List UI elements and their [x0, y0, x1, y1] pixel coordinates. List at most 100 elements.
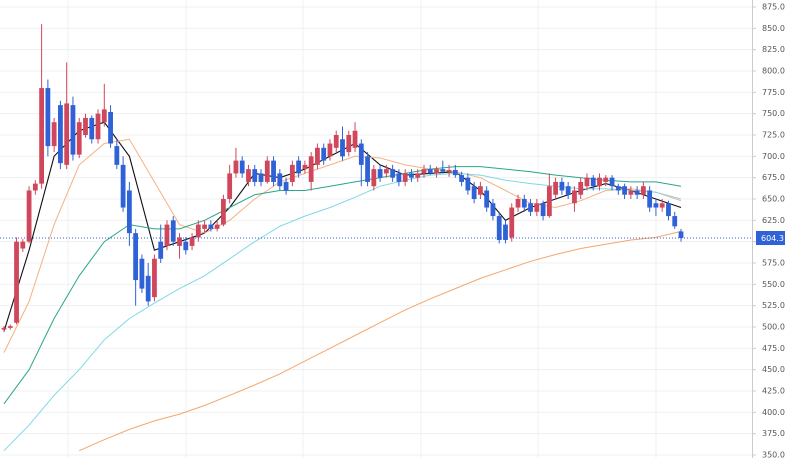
candle-body — [20, 241, 26, 249]
candle-body — [177, 237, 182, 246]
candle-body — [622, 186, 627, 195]
candle-body — [120, 164, 126, 208]
candle-body — [672, 216, 678, 227]
candle-body — [152, 258, 157, 298]
candle-body — [509, 207, 515, 238]
candle-body — [578, 181, 584, 195]
lines — [3, 121, 682, 452]
y-tick-label: 400.0 — [762, 408, 785, 417]
candle-body — [264, 160, 270, 182]
candle-body — [114, 146, 120, 165]
y-tick-label: 700.0 — [762, 152, 785, 161]
candle-body — [45, 88, 51, 147]
candle-body — [678, 231, 684, 239]
candle-body — [390, 169, 396, 178]
candle-body — [402, 173, 408, 182]
candle-body — [515, 199, 521, 208]
candle-body — [484, 190, 490, 208]
candle-body — [358, 143, 364, 165]
candle-body — [640, 186, 646, 195]
candle-body — [321, 147, 327, 161]
candle-body — [584, 177, 590, 187]
candle-body — [615, 186, 621, 191]
candle-body — [189, 237, 195, 246]
y-tick-label: 875.0 — [762, 2, 785, 11]
candle-body — [133, 233, 139, 281]
candle-body — [553, 181, 559, 195]
candle-body — [158, 241, 164, 259]
candle-body — [195, 224, 201, 238]
candle-body — [220, 199, 226, 225]
candle-body — [427, 169, 433, 174]
candle-body — [76, 122, 82, 155]
candle-body — [559, 181, 565, 191]
candle-body — [258, 173, 264, 182]
candle-body — [202, 224, 207, 229]
candle-body — [647, 190, 653, 208]
y-tick-label: 575.0 — [762, 259, 785, 268]
moving-average-line — [3, 172, 682, 452]
candle-body — [540, 203, 546, 217]
y-tick-label: 650.0 — [762, 195, 785, 204]
candle-body — [415, 173, 421, 178]
candle-body — [227, 173, 233, 200]
candle-body — [296, 160, 302, 174]
candle-body — [609, 177, 615, 187]
candle-body — [446, 169, 452, 172]
candle-body — [32, 183, 38, 191]
candle-body — [352, 130, 358, 148]
candle-body — [465, 177, 471, 191]
candle-body — [170, 220, 176, 242]
candle-body — [496, 216, 502, 240]
candle-body — [634, 190, 640, 195]
last-price-label: 604.3 — [761, 234, 784, 243]
candle-body — [333, 135, 339, 148]
candle-body — [289, 164, 295, 182]
y-tick-label: 500.0 — [762, 323, 785, 332]
candle-body — [434, 169, 439, 174]
candle-body — [327, 143, 333, 157]
candle-body — [145, 275, 151, 302]
candle-body — [183, 241, 189, 251]
candle-body — [546, 186, 552, 217]
y-tick-label: 450.0 — [762, 365, 785, 374]
candle-body — [528, 203, 533, 212]
candle-body — [14, 241, 19, 323]
y-tick-label: 475.0 — [762, 344, 785, 353]
candle-body — [377, 169, 383, 178]
candle-body — [70, 105, 76, 155]
candle-body — [51, 122, 57, 147]
candle-body — [64, 103, 70, 165]
moving-average-line — [3, 166, 682, 405]
candle-body — [246, 169, 251, 182]
candle-body — [503, 224, 508, 240]
candle-body — [452, 169, 458, 176]
candle-body — [521, 199, 527, 208]
candle-body — [565, 186, 571, 195]
candle-body — [459, 175, 465, 182]
y-tick-label: 725.0 — [762, 131, 785, 140]
candle-body — [490, 203, 496, 217]
candle-body — [58, 105, 63, 164]
candle-body — [277, 173, 283, 187]
candle-body — [534, 203, 540, 212]
last-price-box — [756, 231, 785, 246]
candle-body — [346, 135, 352, 153]
candle-body — [315, 147, 320, 165]
candle-body — [39, 88, 45, 184]
candle-body — [252, 169, 258, 182]
y-tick-label: 775.0 — [762, 88, 785, 97]
candle-body — [659, 203, 665, 208]
candle-body — [139, 258, 145, 289]
candle-body — [572, 190, 577, 204]
candle-body — [409, 173, 414, 178]
y-tick-label: 850.0 — [762, 24, 785, 33]
candle-body — [271, 160, 276, 182]
candle-body — [208, 224, 214, 229]
candle-body — [365, 156, 370, 182]
candle-body — [83, 117, 88, 136]
candle-body — [597, 177, 602, 187]
y-tick-label: 750.0 — [762, 109, 785, 118]
y-tick-label: 825.0 — [762, 45, 785, 54]
candle-body — [478, 186, 483, 195]
